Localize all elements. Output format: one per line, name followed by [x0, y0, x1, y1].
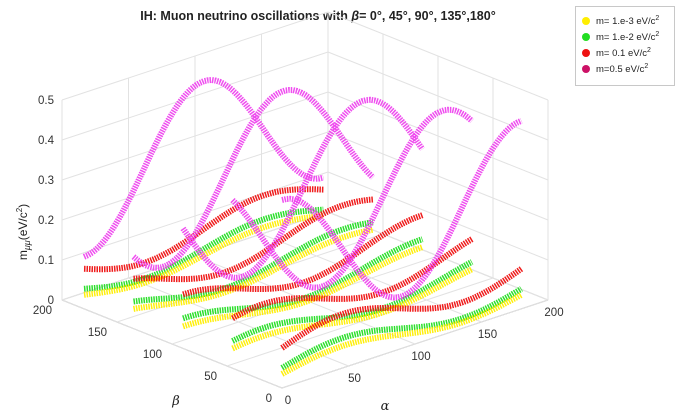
- legend-marker: [582, 33, 590, 41]
- wall-grid-line: [327, 11, 549, 101]
- series-line-1-beta-135: [132, 226, 374, 312]
- series-line-2-beta-135: [133, 219, 374, 305]
- wall-grid-line: [327, 91, 549, 181]
- legend-label: m= 1.e-2 eV/c2: [596, 30, 660, 44]
- y-tick-label: 200: [33, 305, 52, 317]
- legend: m= 1.e-3 eV/c2 m= 1.e-2 eV/c2 m= 0.1 eV/c2…: [575, 6, 675, 86]
- z-tick-label: 0.1: [38, 255, 54, 267]
- series-line-2-beta-90: [182, 236, 424, 322]
- z-tick-label: 0.3: [38, 175, 54, 187]
- legend-marker: [582, 65, 590, 73]
- x-tick-label: 200: [544, 307, 563, 319]
- z-axis-label: mμμ(eV/c2): [15, 204, 32, 260]
- z-tick-label: 0.2: [38, 215, 54, 227]
- wall-grid-line: [61, 51, 329, 141]
- wall-grid-line: [327, 51, 549, 141]
- z-tick-label: 0.4: [38, 135, 55, 147]
- z-tick-label: 0: [48, 295, 54, 307]
- legend-label: m= 1.e-3 eV/c2: [596, 14, 660, 28]
- legend-marker: [582, 17, 590, 25]
- y-tick-label: 50: [204, 371, 217, 383]
- series-line-2-beta-180: [83, 206, 324, 292]
- x-tick-label: 100: [411, 351, 430, 363]
- legend-label: m=0.5 eV/c2: [596, 62, 649, 76]
- wall-grid-line: [61, 11, 329, 101]
- legend-item: m= 1.e-2 eV/c2: [582, 29, 674, 45]
- series-line-1-beta-45: [231, 266, 474, 352]
- y-tick-label: 100: [143, 349, 162, 361]
- chart-title: IH: Muon neutrino oscillations with β= 0…: [140, 9, 495, 23]
- series-line-4-beta-90: [180, 96, 425, 281]
- legend-marker: [582, 49, 590, 57]
- curves: [82, 76, 524, 377]
- wall-grid-line: [61, 171, 329, 261]
- series-line-4-beta-0: [281, 118, 523, 301]
- legend-label: m= 0.1 eV/c2: [596, 46, 651, 60]
- wall-grid-line: [327, 131, 549, 221]
- series-line-4-beta-45: [230, 106, 474, 291]
- wall-grid-line: [61, 91, 329, 181]
- x-tick-label: 50: [348, 373, 361, 385]
- legend-item: m= 1.e-3 eV/c2: [582, 13, 674, 29]
- series-line-1-beta-180: [83, 212, 324, 298]
- y-tick-label: 0: [266, 393, 272, 405]
- series-line-2-beta-0: [280, 286, 523, 371]
- series-line-3-beta-135: [133, 196, 374, 283]
- legend-item: m= 0.1 eV/c2: [582, 45, 674, 61]
- z-tick-label: 0.5: [38, 95, 54, 107]
- series-line-2-beta-45: [231, 259, 474, 344]
- y-tick-label: 150: [88, 327, 107, 339]
- legend-item: m=0.5 eV/c2: [582, 61, 674, 77]
- wall-grid-line: [61, 131, 329, 221]
- x-tick-label: 150: [478, 329, 497, 341]
- series-line-3-beta-90: [182, 212, 424, 298]
- x-axis-label: α: [381, 399, 390, 414]
- wall-grid-line: [327, 171, 549, 261]
- series-line-4-beta-180: [82, 76, 325, 260]
- x-tick-label: 0: [285, 395, 291, 407]
- y-axis-label: β: [171, 394, 180, 409]
- series-line-1-beta-90: [182, 244, 424, 330]
